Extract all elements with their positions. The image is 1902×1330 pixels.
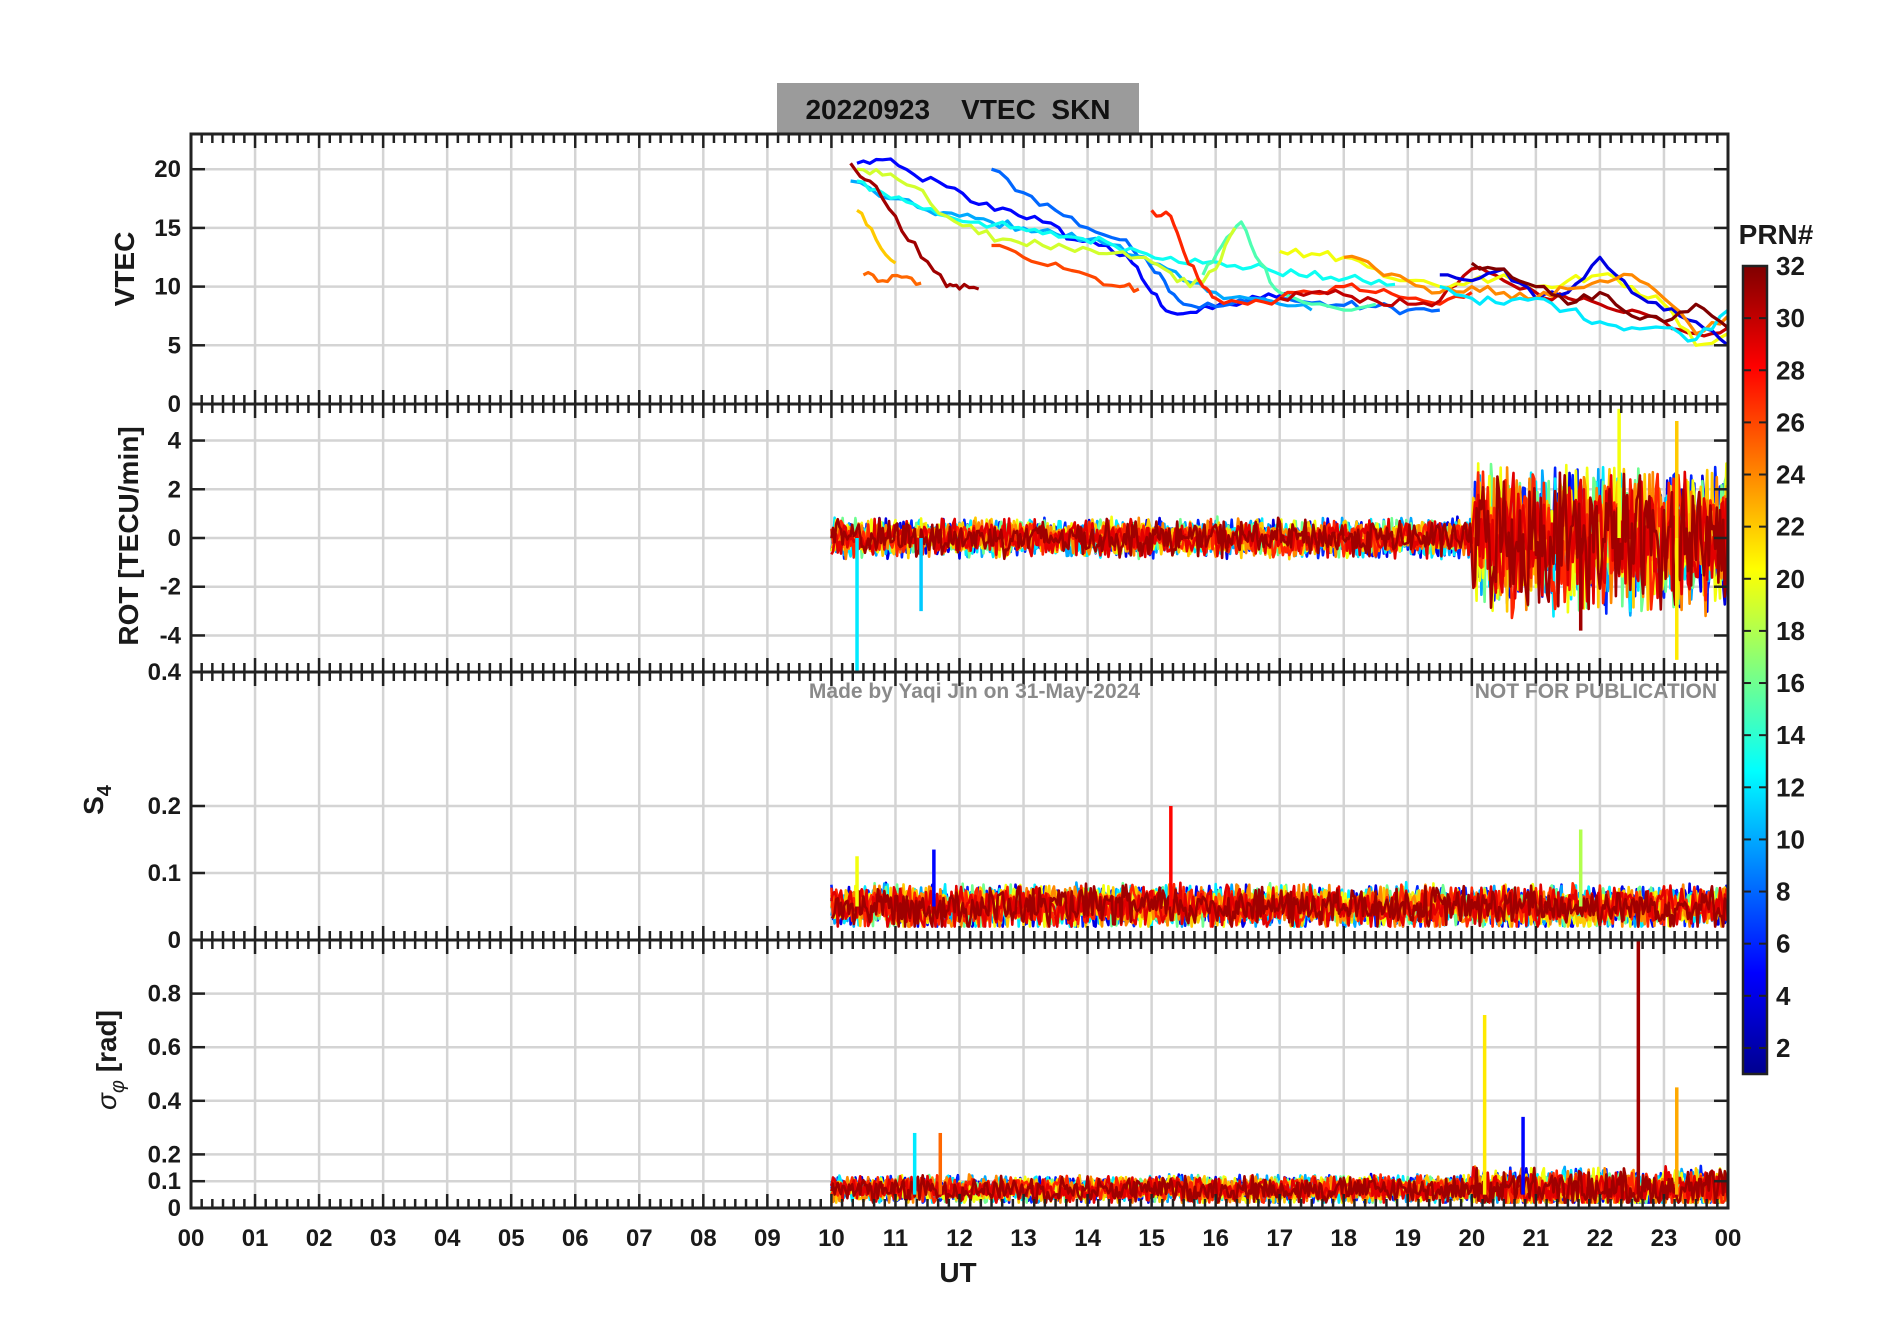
vtec-series-prn-25 — [862, 270, 922, 286]
rot-series-prn-31 — [830, 471, 1730, 611]
y-label-vtec: VTEC — [109, 232, 140, 307]
s4-y-tick-label: 0.2 — [148, 793, 181, 820]
vtec-series-prn-15 — [1201, 220, 1377, 312]
x-tick-label: 19 — [1394, 1225, 1421, 1252]
vtec-y-tick-label: 10 — [154, 274, 181, 301]
vtec-series-prn-27 — [1150, 209, 1473, 306]
vtec-y-tick-label: 15 — [154, 215, 181, 242]
chart-title: 20220923 VTEC SKN — [777, 83, 1139, 133]
colorbar-tick-label: 8 — [1776, 877, 1790, 907]
title-date: 20220923 — [805, 94, 931, 125]
x-tick-label: 04 — [434, 1225, 461, 1252]
x-tick-label: 22 — [1587, 1225, 1614, 1252]
y-label-rot: ROT [TECU/min] — [113, 426, 144, 645]
x-tick-label: 09 — [754, 1225, 781, 1252]
colorbar-label: PRN# — [1739, 219, 1814, 250]
colorbar-tick-label: 2 — [1776, 1033, 1790, 1063]
vtec-series-prn-31 — [849, 162, 980, 291]
x-tick-label: 15 — [1138, 1225, 1165, 1252]
s4-y-tick-label: 0 — [168, 927, 181, 954]
rot-y-tick-label: 2 — [168, 476, 181, 503]
title-station: SKN — [1051, 94, 1111, 125]
x-tick-label: 07 — [626, 1225, 653, 1252]
colorbar-tick-label: 20 — [1776, 564, 1805, 594]
tick-labels: 05101520-4-202400.10.20.400.10.20.40.60.… — [148, 156, 1742, 1252]
colorbar-tick-label: 10 — [1776, 824, 1805, 854]
vtec-y-tick-label: 5 — [168, 332, 181, 359]
vtec-y-tick-label: 0 — [168, 391, 181, 418]
vtec-series-prn-4 — [1439, 255, 1729, 347]
x-tick-label: 01 — [242, 1225, 269, 1252]
sigma_phi-y-tick-label: 0.8 — [148, 981, 181, 1008]
y-label-s4: S4 — [78, 784, 116, 815]
colorbar-tick-label: 12 — [1776, 772, 1805, 802]
x-tick-label: 06 — [562, 1225, 589, 1252]
rot-y-tick-label: -4 — [160, 622, 182, 649]
x-tick-label: 18 — [1330, 1225, 1357, 1252]
sigma_phi-y-tick-label: 0.1 — [148, 1168, 181, 1195]
colorbar-tick-label: 30 — [1776, 303, 1805, 333]
x-axis-label: UT — [939, 1257, 976, 1288]
vtec-series-prn-12 — [1439, 285, 1729, 343]
colorbar — [1741, 264, 1769, 1076]
x-tick-label: 02 — [306, 1225, 333, 1252]
svg-text:S4: S4 — [78, 784, 116, 815]
sigma_phi-y-tick-label: 0.2 — [148, 1141, 181, 1168]
rot-y-tick-label: 4 — [168, 428, 182, 455]
x-tick-label: 17 — [1266, 1225, 1293, 1252]
x-tick-label: 00 — [178, 1225, 205, 1252]
y-label-sigma-phi: σφ [rad] — [91, 1010, 129, 1110]
x-tick-label: 23 — [1651, 1225, 1678, 1252]
svg-text:σφ [rad]: σφ [rad] — [91, 1010, 129, 1110]
colorbar-tick-label: 22 — [1776, 512, 1805, 542]
watermark-author: Made by Yaqi Jin on 31-May-2024 — [809, 680, 1140, 703]
x-tick-label: 14 — [1074, 1225, 1101, 1252]
x-tick-label: 08 — [690, 1225, 717, 1252]
x-tick-label: 20 — [1458, 1225, 1485, 1252]
s4-y-tick-label: 0.1 — [148, 860, 181, 887]
vtec-y-tick-label: 20 — [154, 156, 181, 183]
x-tick-label: 11 — [883, 1225, 908, 1252]
rot-y-tick-label: -2 — [160, 574, 181, 601]
vtec-series-prn-10 — [850, 179, 1313, 312]
colorbar-tick-label: 24 — [1776, 460, 1805, 490]
colorbar-tick-label: 6 — [1776, 929, 1790, 959]
x-tick-label: 03 — [370, 1225, 397, 1252]
x-tick-label: 00 — [1715, 1225, 1742, 1252]
watermark-notice: NOT FOR PUBLICATION — [1475, 680, 1717, 703]
colorbar-tick-label: 14 — [1776, 720, 1805, 750]
vtec-series-prn-26 — [991, 243, 1140, 293]
s4-series-prn-31 — [830, 882, 1730, 928]
x-tick-label: 05 — [498, 1225, 525, 1252]
s4-y-tick-label: 0.4 — [148, 659, 182, 686]
x-tick-label: 16 — [1202, 1225, 1229, 1252]
colorbar-tick-label: 26 — [1776, 407, 1805, 437]
plot-lines — [830, 157, 1730, 1204]
colorbar-tick-label: 28 — [1776, 355, 1805, 385]
x-tick-label: 12 — [946, 1225, 973, 1252]
x-tick-label: 10 — [818, 1225, 845, 1252]
sigma_phi-y-tick-label: 0 — [168, 1195, 181, 1222]
x-tick-label: 13 — [1010, 1225, 1037, 1252]
rot-y-tick-label: 0 — [168, 525, 181, 552]
vtec-series-prn-20 — [1279, 247, 1729, 347]
colorbar-tick-label: 16 — [1776, 668, 1805, 698]
title-box — [777, 83, 1139, 133]
sigma_phi-y-tick-label: 0.6 — [148, 1034, 181, 1061]
title-quantity: VTEC — [961, 94, 1036, 125]
sigma_phi-y-tick-label: 0.4 — [148, 1088, 182, 1115]
tick-marks — [189, 134, 1730, 1210]
vtec-series-prn-32 — [1470, 261, 1729, 329]
x-tick-label: 21 — [1523, 1225, 1550, 1252]
vtec-series-prn-13 — [856, 179, 1396, 287]
vtec-series-prn-19 — [856, 167, 1237, 289]
colorbar-tick-label: 32 — [1776, 251, 1805, 281]
vtec-series-prn-22 — [856, 208, 897, 265]
colorbar-tick-label: 18 — [1776, 616, 1805, 646]
colorbar-tick-label: 4 — [1776, 981, 1791, 1011]
